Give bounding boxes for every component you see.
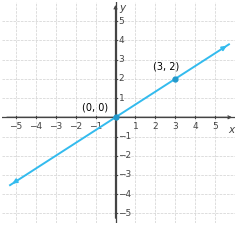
Text: y: y [119, 3, 125, 13]
Text: 3: 3 [172, 122, 178, 130]
Text: 4: 4 [118, 36, 124, 45]
Text: x: x [228, 125, 234, 135]
Text: −4: −4 [29, 122, 42, 130]
Text: −2: −2 [118, 151, 132, 160]
Text: 5: 5 [212, 122, 218, 130]
Text: −3: −3 [49, 122, 62, 130]
Text: 4: 4 [192, 122, 198, 130]
Text: −1: −1 [118, 132, 132, 141]
Text: 5: 5 [118, 17, 124, 26]
Text: −2: −2 [69, 122, 82, 130]
Text: −5: −5 [118, 209, 132, 218]
Text: 2: 2 [152, 122, 158, 130]
Text: (3, 2): (3, 2) [153, 61, 180, 71]
Text: −4: −4 [118, 190, 132, 199]
Text: −5: −5 [9, 122, 23, 130]
Text: −1: −1 [89, 122, 102, 130]
Text: 2: 2 [118, 74, 124, 83]
Text: −3: −3 [118, 170, 132, 179]
Text: 1: 1 [118, 94, 124, 103]
Text: (0, 0): (0, 0) [82, 103, 108, 112]
Text: 1: 1 [132, 122, 138, 130]
Text: 3: 3 [118, 55, 124, 64]
